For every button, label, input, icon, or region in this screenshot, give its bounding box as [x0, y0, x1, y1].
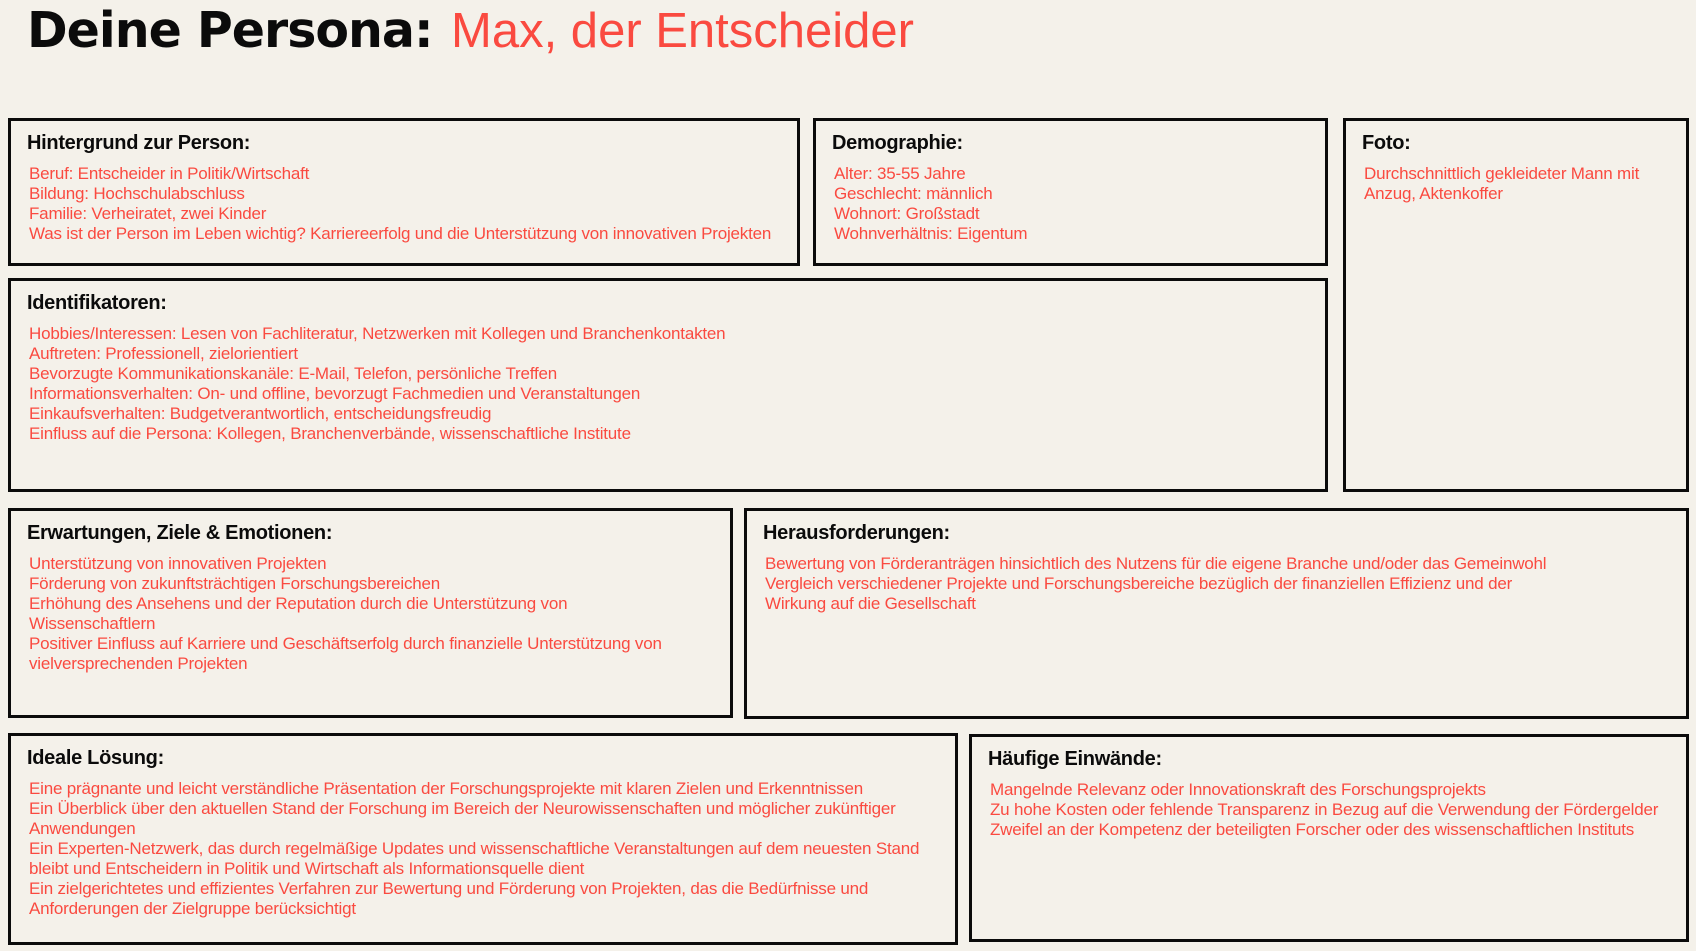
section-herausforderungen: Herausforderungen: Bewertung von Fördera… [744, 508, 1689, 719]
page-title-persona-name: Max, der Entscheider [451, 4, 915, 58]
list-item: Bewertung von Förderanträgen hinsichtlic… [765, 554, 1547, 573]
section-items: Durchschnittlich gekleideter Mann mit An… [1364, 164, 1664, 204]
section-heading: Herausforderungen: [763, 522, 950, 544]
section-demographie: Demographie: Alter: 35-55 Jahre Geschlec… [813, 118, 1328, 266]
section-items: Mangelnde Relevanz oder Innovationskraft… [990, 780, 1660, 840]
section-erwartungen-ziele-emotionen: Erwartungen, Ziele & Emotionen: Unterstü… [8, 508, 733, 718]
page-title: Deine Persona: Max, der Entscheider [27, 2, 914, 59]
list-item: Vergleich verschiedener Projekte und For… [765, 574, 1513, 613]
list-item: Eine prägnante und leicht verständliche … [29, 779, 863, 798]
list-item: Bildung: Hochschulabschluss [29, 184, 245, 203]
list-item: Förderung von zukunftsträchtigen Forschu… [29, 574, 441, 593]
section-heading: Identifikatoren: [27, 292, 167, 314]
list-item: Positiver Einfluss auf Karriere und Gesc… [29, 634, 662, 673]
list-item: Bevorzugte Kommunikationskanäle: E-Mail,… [29, 364, 557, 383]
section-items: Eine prägnante und leicht verständliche … [29, 779, 927, 919]
section-items: Beruf: Entscheider in Politik/Wirtschaft… [29, 164, 783, 244]
list-item: Ein Experten-Netzwerk, das durch regelmä… [29, 839, 920, 878]
section-items: Unterstützung von innovativen Projekten … [29, 554, 674, 674]
section-hintergrund-zur-person: Hintergrund zur Person: Beruf: Entscheid… [8, 118, 800, 266]
list-item: Auftreten: Professionell, zielorientiert [29, 344, 298, 363]
list-item: Informationsverhalten: On- und offline, … [29, 384, 641, 403]
list-item: Unterstützung von innovativen Projekten [29, 554, 327, 573]
list-item: Wohnort: Großstadt [834, 204, 980, 223]
section-haeufige-einwaende: Häufige Einwände: Mangelnde Relevanz ode… [969, 734, 1689, 942]
list-item: Erhöhung des Ansehens und der Reputation… [29, 594, 568, 633]
section-heading: Ideale Lösung: [27, 747, 164, 769]
section-heading: Foto: [1362, 132, 1411, 154]
section-items: Alter: 35-55 Jahre Geschlecht: männlich … [834, 164, 1311, 244]
list-item: Durchschnittlich gekleideter Mann mit An… [1364, 164, 1640, 203]
section-heading: Erwartungen, Ziele & Emotionen: [27, 522, 333, 544]
list-item: Hobbies/Interessen: Lesen von Fachlitera… [29, 324, 726, 343]
section-heading: Demographie: [832, 132, 963, 154]
list-item: Beruf: Entscheider in Politik/Wirtschaft [29, 164, 310, 183]
list-item: Ein zielgerichtetes und effizientes Verf… [29, 879, 869, 918]
list-item: Alter: 35-55 Jahre [834, 164, 966, 183]
list-item: Ein Überblick über den aktuellen Stand d… [29, 799, 896, 838]
list-item: Wohnverhältnis: Eigentum [834, 224, 1028, 243]
list-item: Familie: Verheiratet, zwei Kinder [29, 204, 267, 223]
section-heading: Hintergrund zur Person: [27, 132, 251, 154]
list-item: Einkaufsverhalten: Budgetverantwortlich,… [29, 404, 492, 423]
section-foto: Foto: Durchschnittlich gekleideter Mann … [1343, 118, 1689, 492]
section-items: Bewertung von Förderanträgen hinsichtlic… [765, 554, 1565, 614]
list-item: Geschlecht: männlich [834, 184, 993, 203]
list-item: Mangelnde Relevanz oder Innovationskraft… [990, 780, 1486, 799]
section-identifikatoren: Identifikatoren: Hobbies/Interessen: Les… [8, 278, 1328, 492]
section-ideale-loesung: Ideale Lösung: Eine prägnante und leicht… [8, 733, 958, 945]
list-item: Zweifel an der Kompetenz der beteiligten… [990, 820, 1635, 839]
list-item: Einfluss auf die Persona: Kollegen, Bran… [29, 424, 631, 443]
list-item: Zu hohe Kosten oder fehlende Transparenz… [990, 800, 1659, 819]
section-heading: Häufige Einwände: [988, 748, 1162, 770]
section-items: Hobbies/Interessen: Lesen von Fachlitera… [29, 324, 1311, 444]
page-title-label: Deine Persona: [27, 2, 434, 59]
list-item: Was ist der Person im Leben wichtig? Kar… [29, 224, 772, 243]
